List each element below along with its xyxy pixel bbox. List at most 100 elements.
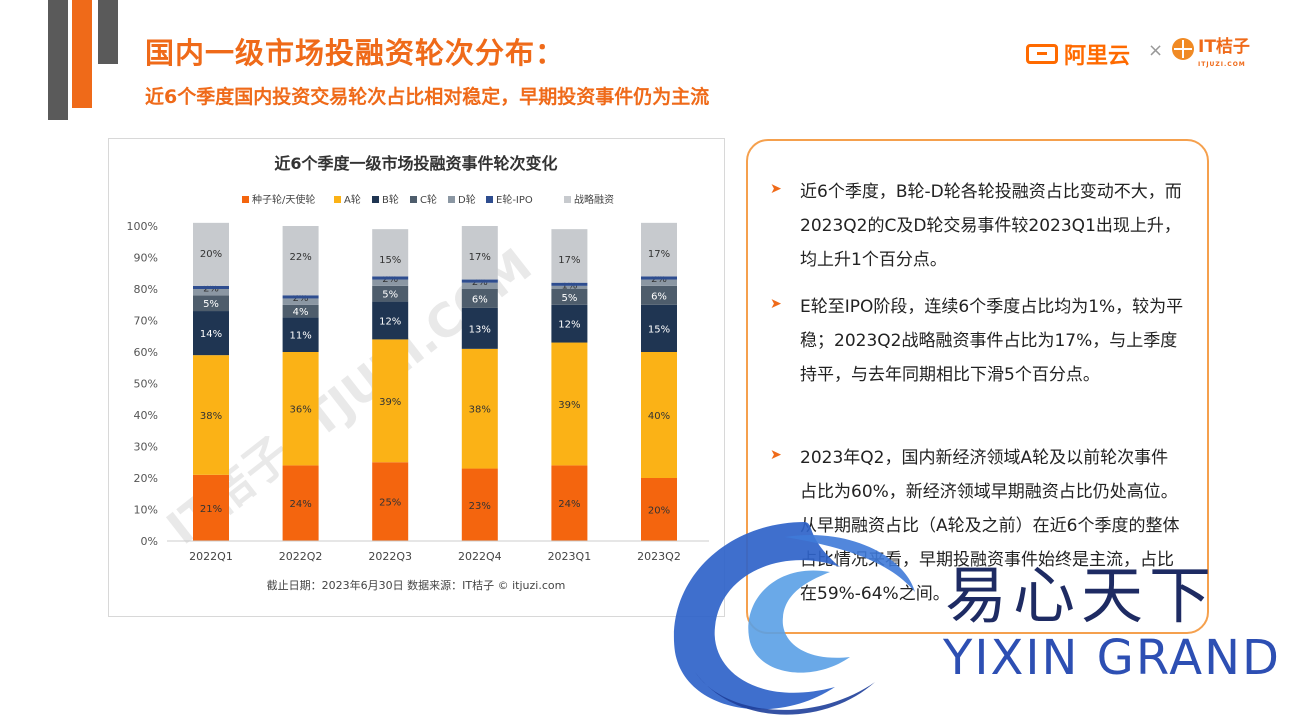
y-tick-label: 100% <box>127 220 158 233</box>
bar-segment <box>551 229 588 283</box>
bar-data-label: 20% <box>200 249 222 260</box>
bar-data-label: 12% <box>558 320 580 331</box>
bar-data-label: 17% <box>648 249 670 260</box>
bar-segment <box>282 304 319 318</box>
bar-segment <box>282 295 319 299</box>
bar-segment <box>641 276 677 280</box>
bar-segment <box>372 276 409 280</box>
legend-swatch <box>486 196 493 203</box>
bar-data-label: 4% <box>293 307 309 318</box>
legend-swatch <box>334 196 341 203</box>
bar-segment <box>282 465 319 541</box>
bar-segment <box>282 298 319 305</box>
bar-data-label: 12% <box>379 317 401 328</box>
bar-data-label: 6% <box>651 291 667 302</box>
bar-segment <box>282 226 319 296</box>
bar-data-label: 17% <box>558 255 580 266</box>
legend-label: 种子轮/天使轮 <box>252 193 315 206</box>
y-tick-label: 80% <box>134 283 158 296</box>
bar-segment <box>193 285 229 289</box>
y-tick-label: 50% <box>134 378 158 391</box>
y-tick-label: 40% <box>134 409 158 422</box>
bar-data-label: 5% <box>382 290 398 301</box>
bar-segment <box>372 339 409 463</box>
arrow-right-icon: ➤ <box>770 296 782 312</box>
bar-data-label: 39% <box>558 400 580 411</box>
arrow-right-icon: ➤ <box>770 447 782 463</box>
orange-slice-icon <box>1172 38 1194 60</box>
bar-data-label: 15% <box>379 255 401 266</box>
decor-bar-orange <box>72 0 92 108</box>
chart-title: 近6个季度一级市场投融资事件轮次变化 <box>274 154 557 173</box>
bar-segment <box>551 304 588 343</box>
bar-segment <box>461 348 498 469</box>
legend-label: B轮 <box>382 193 399 206</box>
bar-segment <box>193 355 229 475</box>
legend-swatch <box>242 196 249 203</box>
legend-swatch <box>564 196 571 203</box>
bar-segment <box>551 289 588 305</box>
bar-segment <box>551 342 588 466</box>
itjuzi-logo: IT桔子 ITJUZI.COM <box>1172 38 1250 74</box>
bar-data-label: 38% <box>469 405 491 416</box>
legend-label: C轮 <box>420 193 437 206</box>
chart-footnote: 截止日期：2023年6月30日 数据来源：IT桔子 © itjuzi.com <box>267 578 566 592</box>
bar-data-label: 2% <box>472 277 488 288</box>
y-tick-label: 90% <box>134 252 158 265</box>
y-tick-label: 0% <box>141 535 158 548</box>
y-tick-label: 70% <box>134 315 158 328</box>
bar-segment <box>372 229 409 277</box>
bar-data-label: 38% <box>200 411 222 422</box>
bar-data-label: 6% <box>472 294 488 305</box>
bar-segment <box>461 468 498 541</box>
y-tick-label: 10% <box>134 504 158 517</box>
decor-bar-gray-right <box>98 0 118 64</box>
y-tick-label: 20% <box>134 472 158 485</box>
bar-data-label: 24% <box>289 499 311 510</box>
x-tick-label: 2023Q1 <box>548 550 592 563</box>
bar-segment <box>641 352 677 478</box>
watermark-chinese: 易心天下 <box>945 559 1218 632</box>
aliyun-logo-text: 阿里云 <box>1064 44 1131 69</box>
bar-segment <box>641 478 677 541</box>
bar-data-label: 39% <box>379 397 401 408</box>
bar-data-label: 21% <box>200 504 222 515</box>
summary-bullet-text: 近6个季度，B轮-D轮各轮投融资占比变动不大，而2023Q2的C及D轮交易事件较… <box>800 182 1182 270</box>
legend-swatch <box>372 196 379 203</box>
bar-data-label: 20% <box>648 506 670 517</box>
bar-data-label: 13% <box>469 324 491 335</box>
bar-segment <box>193 289 229 296</box>
x-tick-label: 2022Q2 <box>279 550 323 563</box>
bar-segment <box>282 352 319 466</box>
bar-segment <box>461 289 498 308</box>
bar-segment <box>461 226 498 280</box>
bar-segment <box>193 222 229 286</box>
bar-data-label: 14% <box>200 329 222 340</box>
bar-data-label: 40% <box>648 411 670 422</box>
bar-segment <box>641 222 677 277</box>
chart-container: 近6个季度一级市场投融资事件轮次变化 IT桔子 ITJUZI.COM 种子轮/天使轮… <box>108 138 725 617</box>
bar-data-label: 36% <box>289 405 311 416</box>
bar-data-label: 22% <box>289 252 311 263</box>
bar-segment <box>372 285 409 302</box>
bar-segment <box>461 282 498 289</box>
bar-segment <box>372 301 409 340</box>
bar-data-label: 5% <box>203 299 219 310</box>
summary-bullet-2: ➤ E轮至IPO阶段，连续6个季度占比均为1%，较为平稳；2023Q2战略融资事… <box>770 290 1185 392</box>
bar-segment <box>461 279 498 283</box>
bar-data-label: 24% <box>558 499 580 510</box>
bar-segment <box>372 462 409 541</box>
bar-data-label: 1% <box>561 280 577 291</box>
bar-segment <box>193 474 229 541</box>
bar-segment <box>641 285 677 305</box>
summary-bullet-text: E轮至IPO阶段，连续6个季度占比均为1%，较为平稳；2023Q2战略融资事件占… <box>800 297 1184 385</box>
arrow-right-icon: ➤ <box>770 181 782 197</box>
bar-segment <box>193 311 229 356</box>
itjuzi-logo-subtext: ITJUZI.COM <box>1198 61 1246 68</box>
x-tick-label: 2022Q4 <box>458 550 502 563</box>
x-tick-label: 2022Q3 <box>368 550 412 563</box>
page-title: 国内一级市场投融资轮次分布： <box>145 36 566 70</box>
y-tick-label: 30% <box>134 441 158 454</box>
summary-bullet-1: ➤ 近6个季度，B轮-D轮各轮投融资占比变动不大，而2023Q2的C及D轮交易事… <box>770 175 1185 277</box>
bar-segment <box>372 279 409 286</box>
